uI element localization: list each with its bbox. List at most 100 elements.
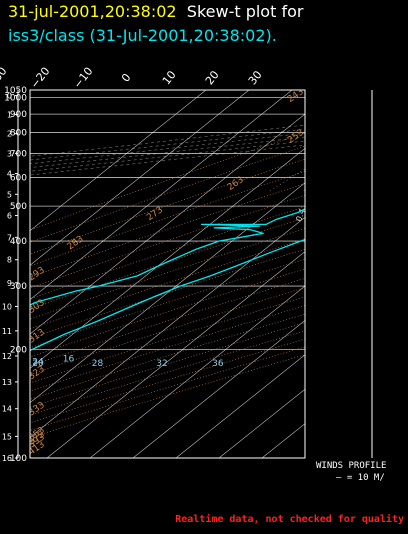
dry-adiabat bbox=[30, 322, 305, 408]
dewpoint-trace bbox=[30, 208, 305, 306]
altitude-tick-label: 0 bbox=[7, 92, 12, 101]
dry-adiabat bbox=[30, 183, 305, 278]
mixing-ratio-label: 2.0 bbox=[354, 208, 367, 223]
altitude-tick-label: 5 bbox=[7, 190, 12, 199]
dry-adiabat-label: 283 bbox=[66, 234, 86, 252]
altitude-tick-label: 13 bbox=[2, 378, 12, 387]
pressure-tick-label: 800 bbox=[10, 129, 27, 139]
altitude-tick-label: 12 bbox=[2, 352, 12, 361]
pressure-tick-label: 200 bbox=[10, 346, 27, 356]
winds-profile-scale: — = 10 M/ bbox=[336, 473, 385, 483]
moist-adiabat-label: 16 bbox=[63, 355, 75, 365]
dry-adiabat bbox=[30, 171, 305, 267]
moist-adiabat bbox=[30, 136, 305, 168]
dry-adiabat bbox=[30, 158, 305, 255]
pressure-tick-label: 100 bbox=[10, 454, 27, 464]
mixing-ratio-label: 3.0 bbox=[384, 208, 397, 223]
pressure-tick-label: 700 bbox=[10, 149, 27, 159]
altitude-tick-label: 4 bbox=[7, 170, 12, 179]
altitude-tick-label: 9 bbox=[7, 279, 12, 288]
winds-profile-title: WINDS PROFILE bbox=[316, 461, 387, 471]
moist-adiabat-label: 28 bbox=[92, 359, 104, 369]
moist-adiabat bbox=[30, 140, 305, 172]
mixing-ratio-line bbox=[327, 90, 408, 191]
dry-adiabat bbox=[30, 268, 305, 358]
dry-adiabat bbox=[30, 132, 305, 231]
isotherm-label: 20 bbox=[203, 68, 222, 87]
quality-note: Realtime data, not checked for quality bbox=[175, 514, 404, 525]
pressure-tick-label: 1050 bbox=[4, 86, 27, 96]
moist-adiabat-label: 36 bbox=[212, 359, 224, 369]
isotherm-label: −30 bbox=[0, 65, 10, 91]
altitude-tick-label: 16 bbox=[2, 454, 12, 463]
isotherm--20 bbox=[46, 251, 305, 458]
isotherm--10 bbox=[89, 285, 305, 458]
dry-adiabat bbox=[30, 305, 305, 392]
mixing-ratio-line bbox=[302, 189, 305, 192]
dry-adiabat bbox=[30, 145, 305, 243]
moist-adiabat bbox=[30, 124, 305, 157]
moist-adiabat-label: 20 bbox=[32, 359, 44, 369]
pressure-tick-label: 400 bbox=[10, 237, 27, 247]
altitude-tick-label: 14 bbox=[2, 405, 12, 414]
isotherm-label: 10 bbox=[160, 68, 179, 87]
pressure-tick-label: 1000 bbox=[4, 94, 27, 104]
isotherm--60 bbox=[30, 113, 305, 335]
isotherm-label: −10 bbox=[71, 65, 96, 91]
isotherm--50 bbox=[30, 148, 305, 369]
isotherm--80 bbox=[30, 90, 250, 266]
isotherm--30 bbox=[30, 216, 305, 438]
dry-adiabat bbox=[30, 238, 305, 330]
dry-adiabat-label: 253 bbox=[286, 128, 306, 146]
altitude-tick-label: 8 bbox=[7, 256, 12, 265]
dry-adiabat bbox=[30, 248, 305, 339]
altitude-tick-label: 6 bbox=[7, 212, 12, 221]
isotherm-label: 30 bbox=[246, 68, 265, 87]
isotherm--40 bbox=[30, 182, 305, 404]
altitude-tick-label: 11 bbox=[2, 327, 12, 336]
title-line: 31-jul-2001,20:38:02 Skew-t plot for bbox=[8, 2, 303, 21]
mixing-ratio-line bbox=[371, 90, 408, 191]
moist-adiabat-label: 32 bbox=[156, 359, 167, 369]
plot-frame bbox=[29, 89, 306, 459]
dry-adiabat-label: 273 bbox=[145, 205, 165, 223]
plot-label: Skew-t plot for bbox=[186, 2, 304, 21]
isotherm-20 bbox=[218, 388, 305, 458]
mixing-ratio-label: 0.4 bbox=[294, 208, 307, 223]
altitude-tick-label: 3 bbox=[7, 149, 12, 158]
pressure-tick-label: 900 bbox=[10, 110, 27, 120]
altitude-tick-label: 7 bbox=[7, 233, 12, 242]
isotherm-30 bbox=[261, 423, 305, 458]
dry-adiabat bbox=[30, 217, 305, 310]
moist-adiabat bbox=[30, 144, 305, 176]
plot-area: 0.41.02.03.05.08.012.020.041339337335333… bbox=[30, 90, 408, 458]
timestamp-title: 31-jul-2001,20:38:02 bbox=[8, 2, 177, 21]
isotherm-label: 0 bbox=[119, 71, 134, 85]
mixing-ratio-line bbox=[395, 90, 408, 191]
dry-adiabat bbox=[30, 296, 305, 384]
isotherm--90 bbox=[30, 90, 207, 232]
isotherm-label: −20 bbox=[28, 65, 53, 91]
dry-adiabat bbox=[30, 354, 305, 439]
moist-adiabat bbox=[30, 128, 305, 161]
dry-adiabat bbox=[30, 346, 305, 431]
dry-adiabat bbox=[30, 277, 305, 367]
altitude-tick-label: 2 bbox=[7, 130, 12, 139]
dry-adiabat bbox=[30, 228, 305, 320]
pressure-tick-label: 600 bbox=[10, 174, 27, 184]
dry-adiabat bbox=[30, 330, 305, 416]
mixing-ratio-label: 1.0 bbox=[324, 208, 337, 223]
altitude-tick-label: 1 bbox=[7, 110, 12, 119]
pressure-tick-label: 300 bbox=[10, 282, 27, 292]
dry-adiabat bbox=[30, 206, 305, 300]
isotherm-10 bbox=[175, 354, 305, 458]
isotherm-0 bbox=[132, 320, 305, 458]
dry-adiabat bbox=[30, 258, 305, 349]
moist-adiabat bbox=[30, 132, 305, 165]
altitude-tick-label: 10 bbox=[2, 302, 12, 311]
altitude-tick-label: 15 bbox=[2, 432, 12, 441]
pressure-tick-label: 500 bbox=[10, 202, 27, 212]
dry-adiabat bbox=[30, 287, 305, 375]
dry-adiabat bbox=[30, 313, 305, 400]
